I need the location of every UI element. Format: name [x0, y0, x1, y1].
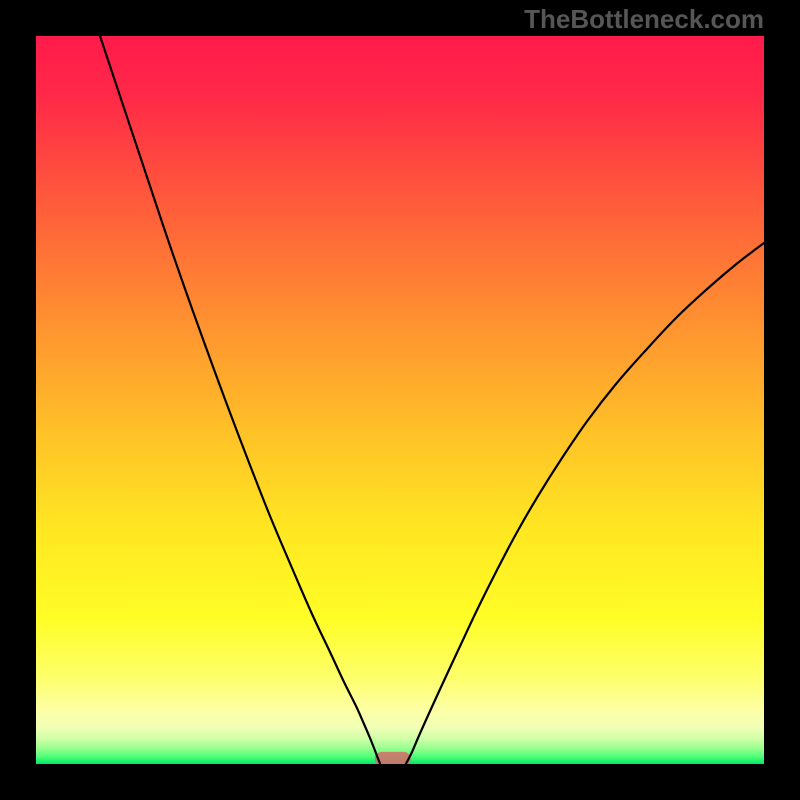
watermark: TheBottleneck.com [524, 4, 764, 35]
gradient-background [36, 36, 764, 764]
plot-svg [36, 36, 764, 764]
plot-area [36, 36, 764, 764]
chart-container: TheBottleneck.com [0, 0, 800, 800]
